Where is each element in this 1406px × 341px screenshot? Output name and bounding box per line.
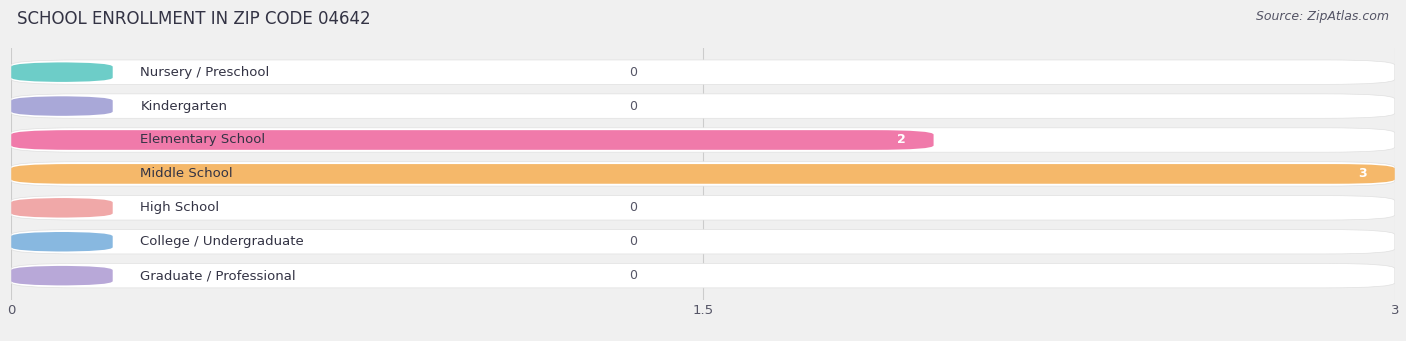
- FancyBboxPatch shape: [11, 164, 1395, 184]
- FancyBboxPatch shape: [11, 60, 1395, 84]
- FancyBboxPatch shape: [11, 229, 1395, 254]
- Text: 0: 0: [630, 100, 637, 113]
- FancyBboxPatch shape: [11, 130, 934, 150]
- Text: Nursery / Preschool: Nursery / Preschool: [141, 66, 270, 79]
- Text: 3: 3: [1358, 167, 1367, 180]
- Text: Source: ZipAtlas.com: Source: ZipAtlas.com: [1256, 10, 1389, 23]
- Text: 0: 0: [630, 235, 637, 248]
- Text: College / Undergraduate: College / Undergraduate: [141, 235, 304, 248]
- Text: SCHOOL ENROLLMENT IN ZIP CODE 04642: SCHOOL ENROLLMENT IN ZIP CODE 04642: [17, 10, 371, 28]
- Text: 0: 0: [630, 201, 637, 214]
- FancyBboxPatch shape: [11, 264, 1395, 288]
- Text: High School: High School: [141, 201, 219, 214]
- Text: Middle School: Middle School: [141, 167, 233, 180]
- FancyBboxPatch shape: [11, 62, 112, 82]
- FancyBboxPatch shape: [11, 266, 112, 285]
- FancyBboxPatch shape: [11, 198, 112, 218]
- Text: Graduate / Professional: Graduate / Professional: [141, 269, 297, 282]
- FancyBboxPatch shape: [11, 128, 1395, 152]
- FancyBboxPatch shape: [11, 94, 1395, 118]
- FancyBboxPatch shape: [11, 162, 1395, 186]
- Text: 0: 0: [630, 269, 637, 282]
- Text: 0: 0: [630, 66, 637, 79]
- Text: Elementary School: Elementary School: [141, 133, 266, 147]
- FancyBboxPatch shape: [11, 196, 1395, 220]
- Text: 2: 2: [897, 133, 905, 147]
- FancyBboxPatch shape: [11, 232, 112, 252]
- FancyBboxPatch shape: [11, 96, 112, 116]
- Text: Kindergarten: Kindergarten: [141, 100, 228, 113]
